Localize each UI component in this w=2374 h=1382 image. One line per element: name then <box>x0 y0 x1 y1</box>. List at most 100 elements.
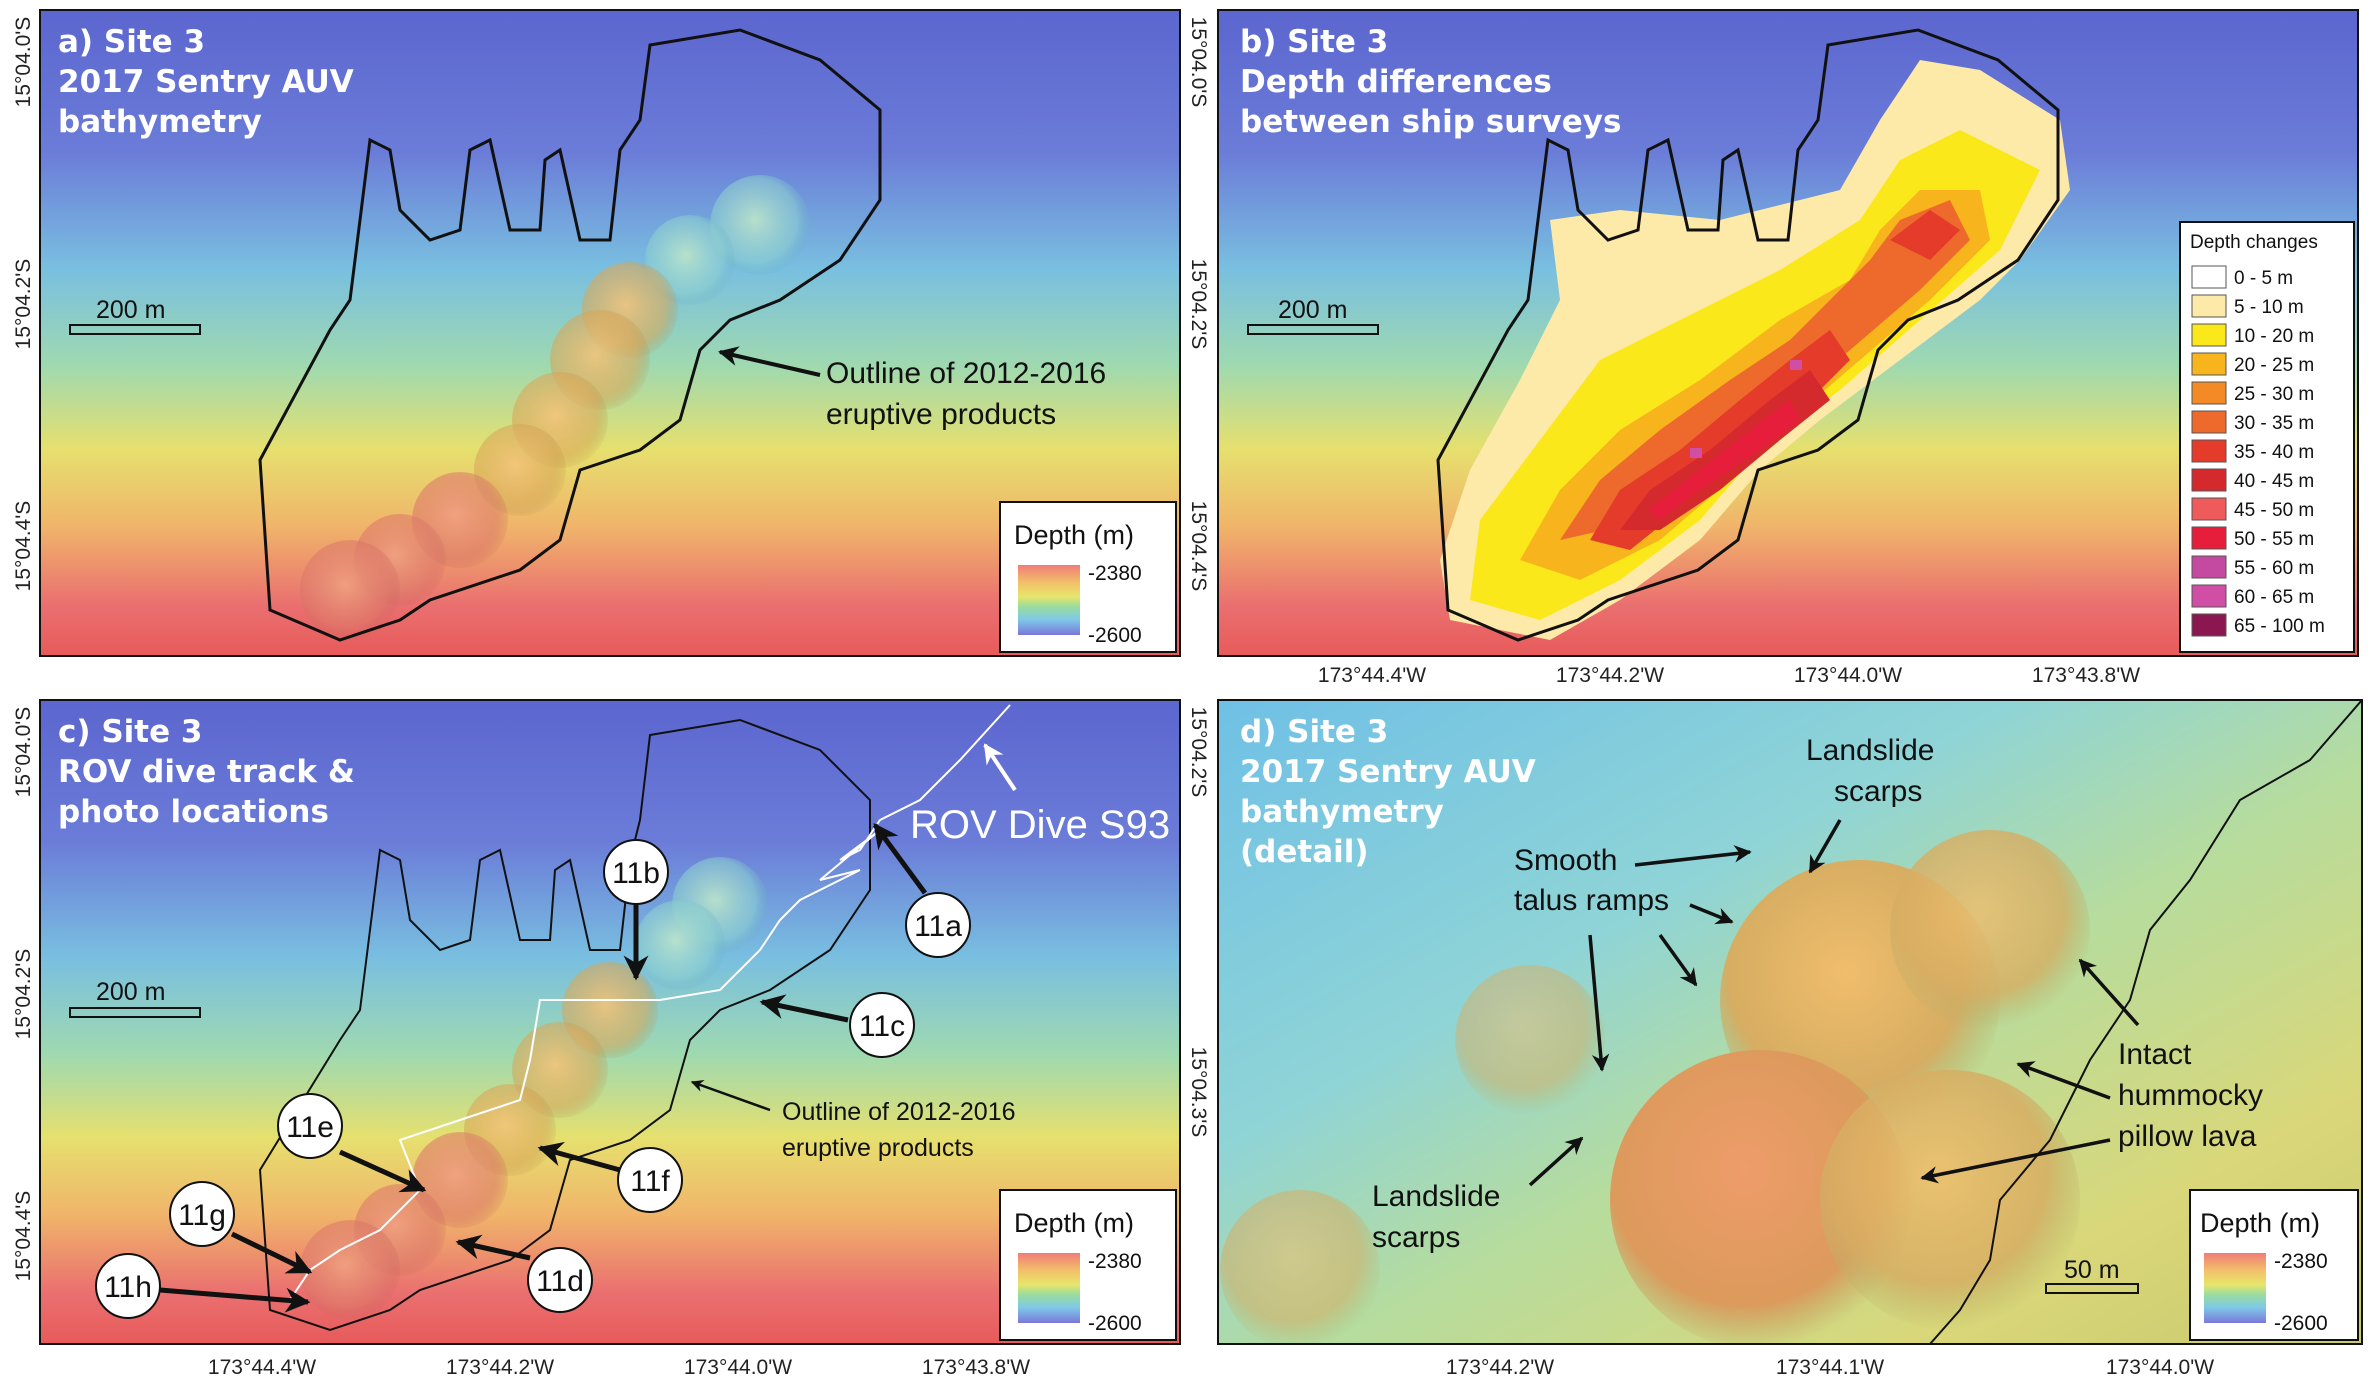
panel-a-legend-min: -2600 <box>1088 624 1142 647</box>
lon-tick-br-2: 173°44.1'W <box>1776 1356 1884 1379</box>
intact-line1: Intact <box>2118 1038 2192 1071</box>
landslide-scarps-bottom: Landslide scarps <box>1372 1136 1584 1254</box>
photo-callout-11e: 11e <box>277 1093 427 1193</box>
panel-d-mounds <box>1220 830 2090 1344</box>
photo-callout-11a: 11a <box>872 822 971 958</box>
lat-tick-tr-3: 15°04.4'S <box>1187 501 1210 592</box>
panel-a-depth-legend: Depth (m) -2380 -2600 <box>999 501 1177 653</box>
depth-change-swatch-12 <box>2191 613 2227 637</box>
panel-a-annotation-line2: eruptive products <box>826 398 1056 431</box>
axis-bottom-lon-left: 173°44.4'W 173°44.2'W 173°44.0'W 173°43.… <box>208 1356 1030 1379</box>
lon-tick-bl-2: 173°44.2'W <box>446 1356 554 1379</box>
photo-callout-11c: 11c <box>759 992 915 1058</box>
panel-a-legend-title: Depth (m) <box>1014 520 1134 550</box>
panel-c-annotation-line2: eruptive products <box>782 1134 974 1162</box>
depth-change-label-4: 25 - 30 m <box>2234 384 2314 405</box>
depth-change-swatch-6 <box>2191 439 2227 463</box>
photo-label-11f: 11f <box>630 1165 670 1198</box>
panel-c: c) Site 3 ROV dive track & photo locatio… <box>40 700 1180 1344</box>
panel-b: b) Site 3 Depth differences between ship… <box>1218 10 2358 656</box>
depth-change-swatch-3 <box>2191 352 2227 376</box>
axis-bottom-lat-right: 15°04.2'S 15°04.3'S <box>1187 707 1210 1138</box>
depth-change-label-0: 0 - 5 m <box>2234 268 2293 289</box>
panel-d-outline <box>1929 700 2362 1344</box>
photo-callout-11h: 11h <box>95 1253 311 1319</box>
lat-tick-tl-3: 15°04.4'S <box>12 501 35 592</box>
panel-d-legend-title: Depth (m) <box>2200 1208 2320 1238</box>
panel-c-mounds <box>300 857 768 1320</box>
lat-tick-tr-2: 15°04.2'S <box>1187 259 1210 350</box>
panel-b-scale-bar: 200 m <box>1247 296 1379 335</box>
panel-a-scale-bar: 200 m <box>69 296 201 335</box>
lat-tick-br-1: 15°04.2'S <box>1187 707 1210 798</box>
panel-b-title-line3: between ship surveys <box>1240 104 1621 140</box>
panel-a-legend-max: -2380 <box>1088 562 1142 585</box>
photo-callout-11d: 11d <box>455 1234 593 1313</box>
depth-change-swatch-8 <box>2191 497 2227 521</box>
panel-d-title-line2: 2017 Sentry AUV <box>1240 754 1536 790</box>
depth-change-label-7: 40 - 45 m <box>2234 471 2314 492</box>
panel-c-depth-legend: Depth (m) -2380 -2600 <box>999 1189 1177 1341</box>
axis-top-lon: 173°44.4'W 173°44.2'W 173°44.0'W 173°43.… <box>1318 664 2140 687</box>
panel-d-title-line3: bathymetry <box>1240 794 1444 830</box>
panel-c-outline-arrow <box>690 1079 771 1112</box>
depth-change-label-3: 20 - 25 m <box>2234 355 2314 376</box>
photo-label-11g: 11g <box>178 1199 226 1232</box>
depth-change-swatch-5 <box>2191 410 2227 434</box>
lon-tick-br-1: 173°44.2'W <box>1446 1356 1554 1379</box>
lat-tick-tr-1: 15°04.0'S <box>1187 17 1210 108</box>
depth-change-swatch-0 <box>2191 265 2227 289</box>
panel-a-outline-arrow <box>718 346 821 377</box>
axis-top-lat-right: 15°04.0'S 15°04.2'S 15°04.4'S <box>1187 17 1210 592</box>
photo-label-11c: 11c <box>859 1010 905 1043</box>
photo-label-11h: 11h <box>104 1271 152 1304</box>
rov-dive-label: ROV Dive S93 <box>910 803 1170 847</box>
depth-change-label-12: 65 - 100 m <box>2234 616 2325 637</box>
lat-tick-br-2: 15°04.3'S <box>1187 1047 1210 1138</box>
smooth-talus-line1: Smooth <box>1514 844 1617 877</box>
photo-callout-11f: 11f <box>537 1141 683 1213</box>
lon-tick-bl-4: 173°43.8'W <box>922 1356 1030 1379</box>
lat-tick-tl-2: 15°04.2'S <box>12 259 35 350</box>
landslide-scarps-top: Landslide scarps <box>1806 734 1934 874</box>
lon-tick-bl-1: 173°44.4'W <box>208 1356 316 1379</box>
rov-dive-arrow <box>983 743 1017 792</box>
depth-change-swatch-7 <box>2191 468 2227 492</box>
panel-d-scale-label: 50 m <box>2064 1256 2120 1284</box>
lon-tick-bl-3: 173°44.0'W <box>684 1356 792 1379</box>
lon-tick-top-2: 173°44.2'W <box>1556 664 1664 687</box>
panel-c-scale-bar: 200 m <box>69 978 201 1018</box>
depth-change-swatch-11 <box>2191 584 2227 608</box>
panel-a-title-line3: bathymetry <box>58 104 262 140</box>
panel-a-scale-label: 200 m <box>96 296 165 324</box>
depth-change-label-8: 45 - 50 m <box>2234 500 2314 521</box>
panel-c-legend-title: Depth (m) <box>1014 1208 1134 1238</box>
depth-change-label-10: 55 - 60 m <box>2234 558 2314 579</box>
panel-c-annotation-line1: Outline of 2012-2016 <box>782 1098 1016 1126</box>
panel-a: a) Site 3 2017 Sentry AUV bathymetry 200… <box>40 10 1180 656</box>
panel-d: d) Site 3 2017 Sentry AUV bathymetry (de… <box>1218 700 2362 1344</box>
intact-pillow-lava: Intact hummocky pillow lava <box>1920 958 2263 1184</box>
depth-change-swatch-2 <box>2191 323 2227 347</box>
depth-change-swatch-1 <box>2191 294 2227 318</box>
landslide-top-line1: Landslide <box>1806 734 1934 767</box>
photo-label-11e: 11e <box>286 1111 334 1144</box>
photo-callout-11b: 11b <box>603 839 669 981</box>
lon-tick-top-4: 173°43.8'W <box>2032 664 2140 687</box>
panel-a-annotation-line1: Outline of 2012-2016 <box>826 357 1106 390</box>
panel-a-mounds <box>300 175 810 640</box>
lat-tick-tl-1: 15°04.0'S <box>12 17 35 108</box>
panel-c-legend-min: -2600 <box>1088 1312 1142 1335</box>
panel-d-depth-legend: Depth (m) -2380 -2600 <box>2189 1189 2359 1341</box>
depth-change-swatch-9 <box>2191 526 2227 550</box>
landslide-top-line2: scarps <box>1834 775 1922 808</box>
photo-callout-11g: 11g <box>169 1181 313 1275</box>
lon-tick-top-3: 173°44.0'W <box>1794 664 1902 687</box>
panel-d-legend-min: -2600 <box>2274 1312 2328 1335</box>
depth-change-label-9: 50 - 55 m <box>2234 529 2314 550</box>
panel-b-depth-change-map <box>1440 60 2070 640</box>
depth-change-swatch-4 <box>2191 381 2227 405</box>
smooth-talus-ramps: Smooth talus ramps <box>1514 844 1752 1072</box>
depth-change-label-6: 35 - 40 m <box>2234 442 2314 463</box>
